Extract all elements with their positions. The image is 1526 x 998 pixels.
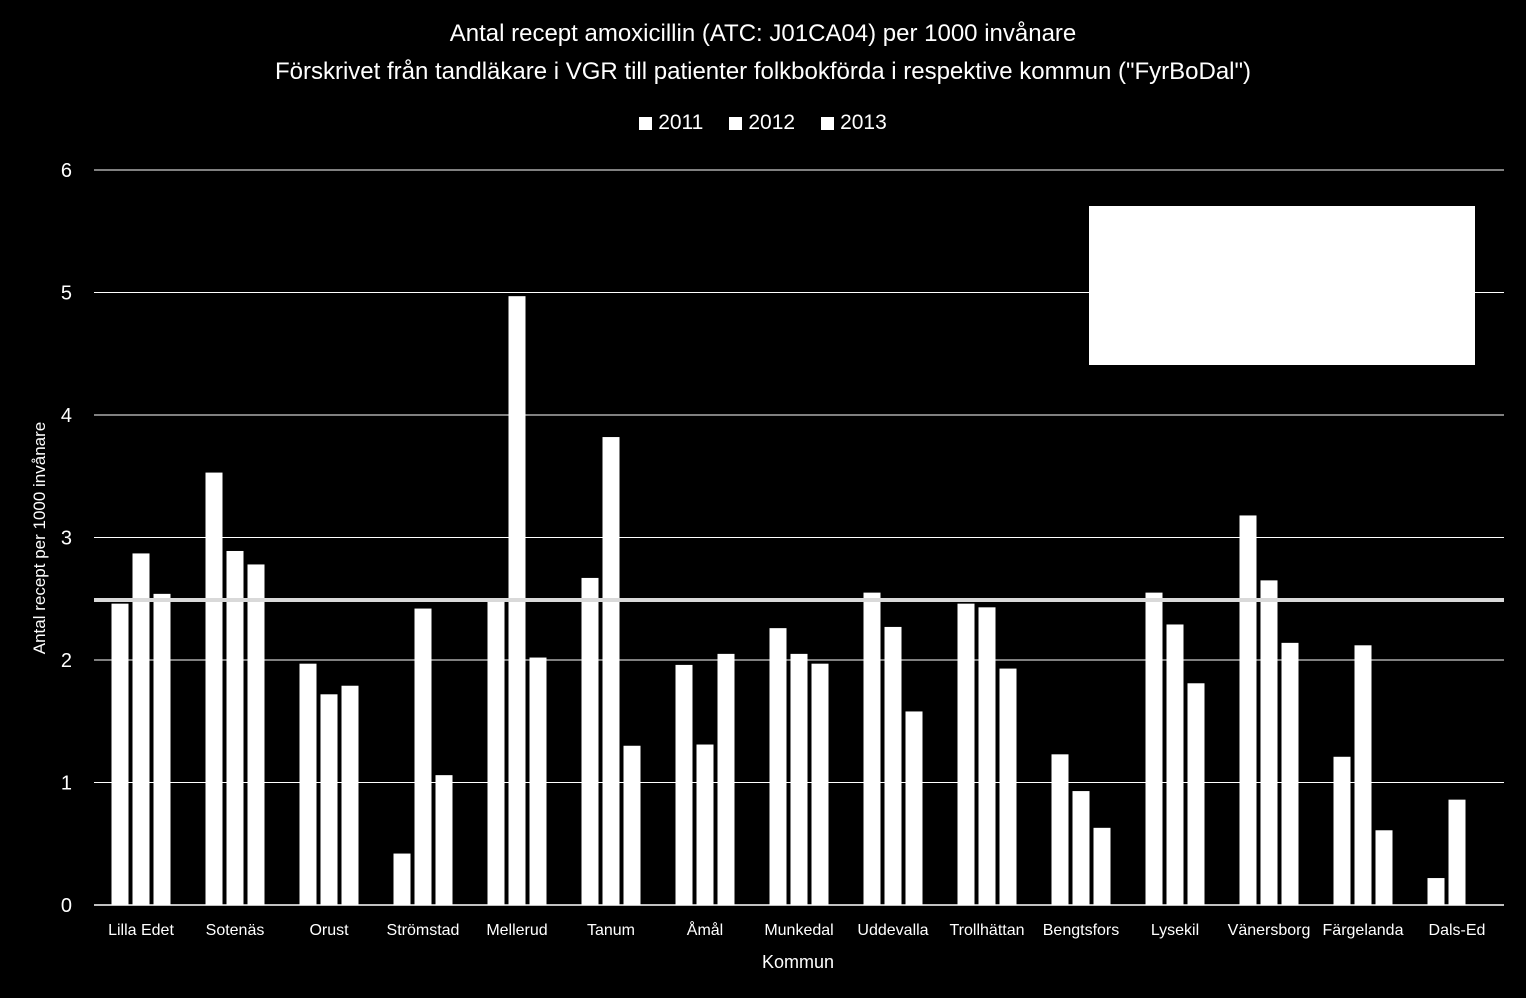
legend-swatch-2012 bbox=[729, 116, 743, 130]
y-tick-label: 6 bbox=[61, 160, 72, 182]
bar-2012-10 bbox=[1072, 791, 1090, 905]
bar-2011-14 bbox=[1427, 878, 1445, 905]
x-tick-label: Sotenäs bbox=[206, 922, 265, 939]
bar-2013-7 bbox=[811, 663, 829, 905]
bar-2012-1 bbox=[226, 550, 244, 905]
legend-swatch-2011 bbox=[639, 116, 653, 130]
y-tick-label: 1 bbox=[61, 773, 72, 795]
bar-2013-10 bbox=[1093, 827, 1111, 905]
bar-2013-0 bbox=[153, 593, 171, 905]
y-axis-label: Antal recept per 1000 invånare bbox=[30, 422, 49, 655]
bar-2012-5 bbox=[602, 437, 620, 905]
bar-2013-13 bbox=[1375, 830, 1393, 905]
x-axis-label: Kommun bbox=[762, 952, 834, 972]
legend-label-2013: 2013 bbox=[840, 111, 887, 134]
legend-item-2011: 2011 bbox=[639, 111, 703, 135]
bar-2011-6 bbox=[675, 664, 693, 905]
legend: 2011 2012 2013 bbox=[0, 111, 1526, 135]
bar-2012-14 bbox=[1448, 799, 1466, 905]
legend-item-2013: 2013 bbox=[821, 111, 887, 135]
x-tick-label: Uddevalla bbox=[857, 922, 928, 939]
bar-2011-0 bbox=[111, 603, 129, 905]
y-tick-label: 2 bbox=[61, 650, 72, 672]
bar-2013-11 bbox=[1187, 683, 1205, 905]
x-tick-label: Färgelanda bbox=[1323, 922, 1404, 939]
bar-2012-7 bbox=[790, 653, 808, 905]
bar-2012-11 bbox=[1166, 624, 1184, 905]
bar-2011-1 bbox=[205, 472, 223, 905]
x-tick-label: Bengtsfors bbox=[1043, 922, 1119, 939]
y-axis-tick-labels: 0 1 2 3 4 5 6 bbox=[61, 160, 72, 917]
bar-2012-6 bbox=[696, 744, 714, 905]
y-tick-label: 5 bbox=[61, 283, 72, 305]
bar-2011-10 bbox=[1051, 754, 1069, 905]
bar-2011-12 bbox=[1239, 515, 1257, 905]
legend-swatch-2013 bbox=[821, 116, 835, 130]
bar-2012-9 bbox=[978, 607, 996, 905]
bar-2012-0 bbox=[132, 553, 150, 905]
bar-2012-2 bbox=[320, 694, 338, 905]
bar-2013-9 bbox=[999, 668, 1017, 905]
bar-2011-7 bbox=[769, 628, 787, 905]
bar-2011-4 bbox=[487, 599, 505, 905]
bar-2012-8 bbox=[884, 626, 902, 905]
bar-2013-3 bbox=[435, 775, 453, 905]
bar-2013-6 bbox=[717, 653, 735, 905]
bar-2011-9 bbox=[957, 603, 975, 905]
legend-item-2012: 2012 bbox=[729, 111, 795, 135]
bar-2013-5 bbox=[623, 745, 641, 905]
x-tick-label: Tanum bbox=[587, 922, 635, 939]
x-tick-label: Orust bbox=[309, 922, 349, 939]
x-tick-label: Trollhättan bbox=[950, 922, 1025, 939]
x-tick-label: Strömstad bbox=[387, 922, 460, 939]
bar-2012-12 bbox=[1260, 580, 1278, 905]
bar-2013-8 bbox=[905, 711, 923, 905]
chart-subtitle: Förskrivet från tandläkare i VGR till pa… bbox=[274, 58, 1252, 85]
x-tick-label: Åmål bbox=[687, 920, 723, 939]
y-tick-label: 3 bbox=[61, 528, 72, 550]
x-tick-label: Lilla Edet bbox=[108, 922, 174, 939]
chart-title: Antal recept amoxicillin (ATC: J01CA04) … bbox=[449, 20, 1077, 47]
bar-2012-13 bbox=[1354, 645, 1372, 905]
overlay-box bbox=[1089, 206, 1475, 365]
bar-2011-5 bbox=[581, 577, 599, 905]
bar-2013-1 bbox=[247, 564, 265, 905]
bar-2011-13 bbox=[1333, 756, 1351, 905]
x-axis-tick-labels: Lilla Edet Sotenäs Orust Strömstad Mellerud T… bbox=[108, 920, 1485, 939]
bar-2011-2 bbox=[299, 663, 317, 905]
bar-2011-11 bbox=[1145, 592, 1163, 905]
bar-2012-3 bbox=[414, 608, 432, 905]
bar-2011-3 bbox=[393, 853, 411, 905]
bar-2013-2 bbox=[341, 685, 359, 905]
legend-label-2012: 2012 bbox=[748, 111, 796, 134]
x-tick-label: Dals-Ed bbox=[1429, 922, 1486, 939]
x-tick-label: Vänersborg bbox=[1228, 922, 1311, 939]
bar-2013-4 bbox=[529, 657, 547, 905]
bar-2013-12 bbox=[1281, 642, 1299, 905]
y-tick-label: 0 bbox=[61, 895, 72, 917]
bar-2011-8 bbox=[863, 592, 881, 905]
legend-label-2011: 2011 bbox=[658, 111, 704, 134]
x-tick-label: Mellerud bbox=[486, 922, 547, 939]
x-tick-label: Munkedal bbox=[764, 922, 833, 939]
x-tick-label: Lysekil bbox=[1151, 922, 1199, 939]
y-tick-label: 4 bbox=[61, 405, 72, 427]
